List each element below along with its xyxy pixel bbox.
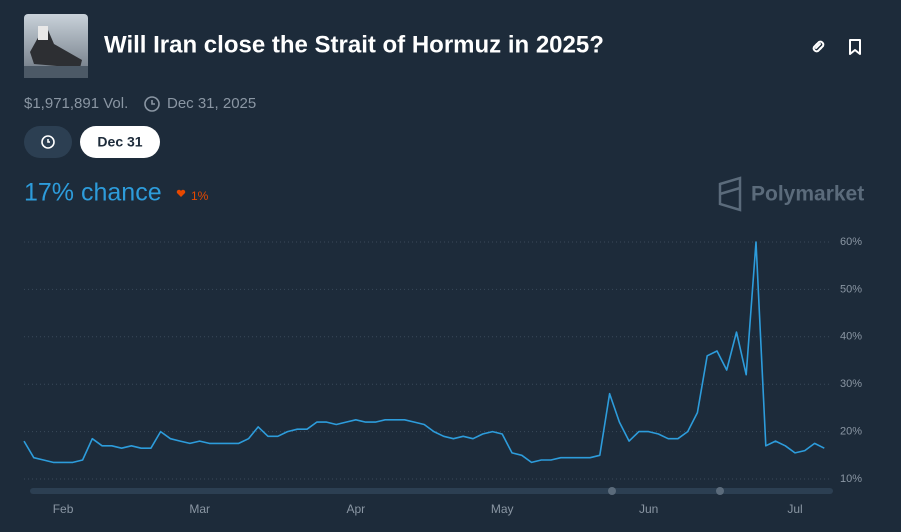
change: 1%	[191, 189, 209, 203]
copy-link-button[interactable]	[812, 40, 825, 53]
chart: 60% 50% 40% 30% 20% 10% Feb Mar Apr May Jun Jul	[23, 236, 862, 516]
x-tick-label: May	[491, 502, 514, 516]
x-tick-label: Feb	[53, 502, 74, 516]
y-tick-label: 30%	[840, 378, 862, 390]
y-tick-label: 40%	[840, 331, 862, 343]
x-tick-label: Jul	[787, 502, 802, 516]
date-button[interactable]: Dec 31	[80, 126, 160, 158]
history-button[interactable]	[24, 126, 72, 158]
time-scrubber[interactable]	[30, 487, 833, 495]
y-tick-label: 50%	[840, 283, 862, 295]
thumbnail	[24, 14, 88, 78]
date-button-label[interactable]: Dec 31	[97, 134, 142, 150]
clock-icon	[144, 96, 160, 112]
brand-logo	[718, 176, 742, 212]
market-title: Will Iran close the Strait of Hormuz in …	[104, 31, 604, 58]
end-date: Dec 31, 2025	[167, 95, 256, 112]
y-tick-label: 10%	[840, 473, 862, 485]
x-tick-label: Apr	[346, 502, 365, 516]
chance: 17% chance	[24, 179, 162, 207]
change-icon	[176, 189, 186, 197]
x-tick-label: Jun	[639, 502, 658, 516]
volume: $1,971,891 Vol.	[24, 95, 128, 112]
bookmark-button[interactable]	[849, 39, 861, 55]
x-tick-label: Mar	[189, 502, 210, 516]
price-line	[23, 241, 825, 464]
brand: Polymarket	[751, 183, 864, 206]
y-tick-label: 20%	[840, 426, 862, 438]
y-tick-label: 60%	[840, 236, 862, 248]
